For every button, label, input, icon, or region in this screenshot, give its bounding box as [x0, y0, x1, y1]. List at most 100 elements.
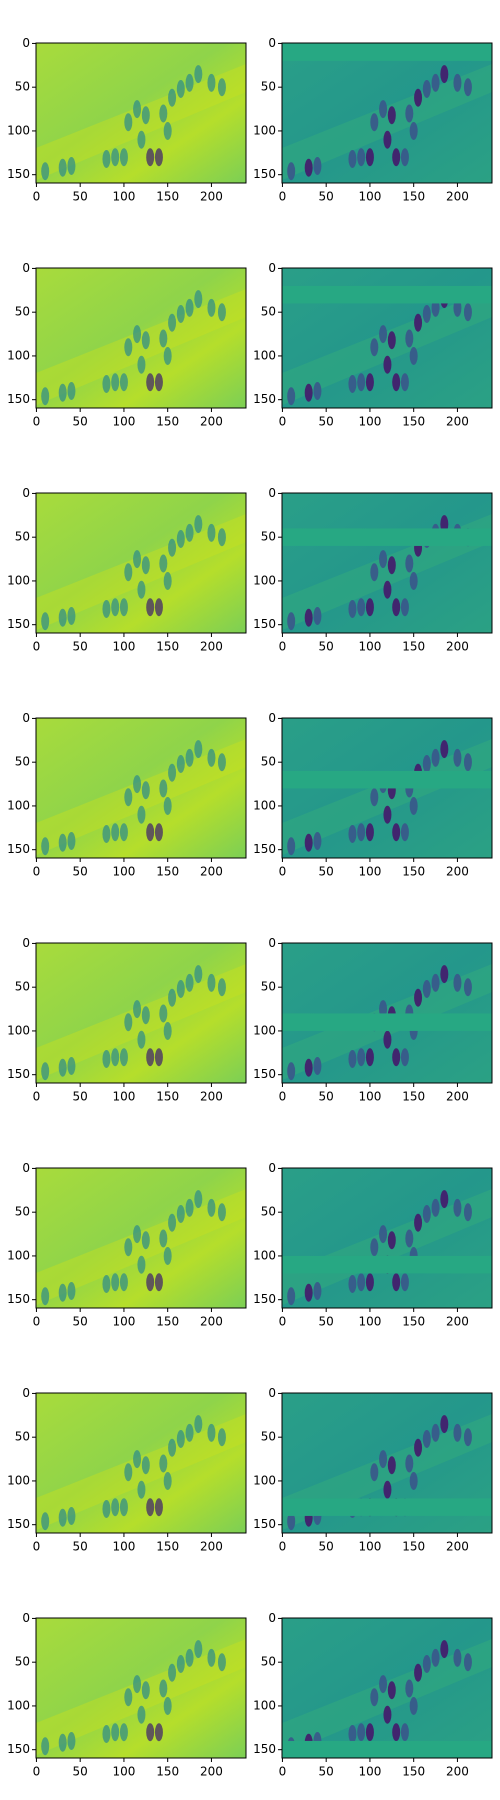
- y-tick-label: 100: [7, 348, 30, 362]
- image-figure: [111, 1723, 120, 1742]
- image-figure: [217, 78, 226, 97]
- x-tick-label: 200: [446, 1540, 469, 1554]
- image-figure: [453, 1198, 462, 1217]
- image-figure: [146, 823, 155, 842]
- image-figure: [119, 1048, 128, 1067]
- image-figure: [146, 1048, 155, 1067]
- image-figure: [370, 788, 379, 807]
- image-figure: [383, 580, 392, 599]
- y-tick-label: 50: [15, 1205, 30, 1219]
- image-figure: [400, 1273, 409, 1292]
- axes-frame: [35, 267, 247, 409]
- image-figure: [370, 113, 379, 132]
- subplot: 0 50 100 150 200 0 50 100 150: [253, 1611, 493, 1779]
- image-figure: [287, 1062, 296, 1081]
- x-tick-label: 100: [358, 865, 381, 879]
- image-figure: [124, 338, 133, 357]
- x-tick-label: 100: [112, 415, 135, 429]
- x-tick-label: 0: [33, 1315, 41, 1329]
- y-tick-label: 50: [261, 305, 276, 319]
- image: [282, 1168, 492, 1308]
- x-tick-label: 0: [33, 415, 41, 429]
- image-figure: [154, 1273, 163, 1292]
- x-tick-label: 50: [319, 415, 334, 429]
- image-figure: [463, 753, 472, 772]
- x-tick-label: 150: [156, 1765, 179, 1779]
- image-figure: [185, 1423, 194, 1442]
- image-figure: [422, 1204, 431, 1223]
- y-tick-label: 100: [253, 1473, 276, 1487]
- image-figure: [141, 1681, 150, 1700]
- x-tick-label: 0: [279, 1090, 287, 1104]
- image-figure: [41, 612, 50, 631]
- image-figure: [137, 580, 146, 599]
- image-figure: [217, 978, 226, 997]
- y-tick-label: 100: [7, 573, 30, 587]
- image-figure: [146, 373, 155, 392]
- y-tick-label: 50: [261, 980, 276, 994]
- image-figure: [287, 1287, 296, 1306]
- image-stripe: [282, 1498, 492, 1516]
- image-figure: [405, 554, 414, 573]
- x-tick-label: 0: [279, 415, 287, 429]
- axes-frame: [35, 492, 247, 634]
- image-band: [36, 1414, 246, 1531]
- image-figure: [168, 1663, 177, 1682]
- image-figure: [58, 158, 67, 177]
- image-figure: [414, 1213, 423, 1232]
- image-figure: [400, 373, 409, 392]
- image-figure: [194, 65, 203, 84]
- x-tick-label: 200: [200, 1540, 223, 1554]
- image-figure: [176, 1654, 185, 1673]
- image-figure: [405, 1454, 414, 1473]
- image-figure: [392, 823, 401, 842]
- image: [282, 1393, 492, 1533]
- image-figure: [207, 973, 216, 992]
- image-figure: [159, 1679, 168, 1698]
- image-figure: [431, 73, 440, 92]
- y-tick-label: 100: [7, 1473, 30, 1487]
- y-tick-label: 0: [22, 36, 30, 50]
- image-figure: [365, 823, 374, 842]
- y-tick-label: 50: [261, 80, 276, 94]
- y-tick-label: 100: [253, 573, 276, 587]
- x-tick-label: 0: [279, 190, 287, 204]
- image-figure: [422, 304, 431, 323]
- image-figure: [313, 1281, 322, 1300]
- y-tick-label: 150: [253, 1067, 276, 1081]
- y-tick-label: 50: [15, 980, 30, 994]
- y-tick-label: 0: [268, 1611, 276, 1625]
- image-band: [36, 1639, 246, 1756]
- x-tick-label: 150: [156, 415, 179, 429]
- y-tick-label: 0: [22, 261, 30, 275]
- x-tick-label: 100: [358, 1315, 381, 1329]
- y-tick-label: 0: [268, 936, 276, 950]
- image-figure: [154, 148, 163, 167]
- image-figure: [154, 823, 163, 842]
- image-figure: [119, 1723, 128, 1742]
- image-figure: [387, 331, 396, 350]
- image-figure: [313, 156, 322, 175]
- y-tick-label: 150: [7, 1517, 30, 1531]
- x-tick-label: 0: [279, 865, 287, 879]
- image-figure: [185, 1648, 194, 1667]
- image-figure: [137, 1705, 146, 1724]
- image-figure: [463, 78, 472, 97]
- image-figure: [422, 1429, 431, 1448]
- x-tick-label: 50: [73, 415, 88, 429]
- x-tick-label: 100: [112, 1540, 135, 1554]
- x-tick-label: 200: [200, 1090, 223, 1104]
- image-figure: [168, 538, 177, 557]
- image: [36, 1393, 246, 1533]
- image-figure: [154, 598, 163, 617]
- x-tick-label: 50: [319, 1765, 334, 1779]
- image-figure: [313, 381, 322, 400]
- image-figure: [453, 1423, 462, 1442]
- image-figure: [67, 1056, 76, 1075]
- image-figure: [440, 1190, 449, 1209]
- image-figure: [357, 823, 366, 842]
- image-figure: [102, 1499, 111, 1518]
- image-figure: [287, 1512, 296, 1531]
- image-band: [36, 1189, 246, 1306]
- image-figure: [111, 373, 120, 392]
